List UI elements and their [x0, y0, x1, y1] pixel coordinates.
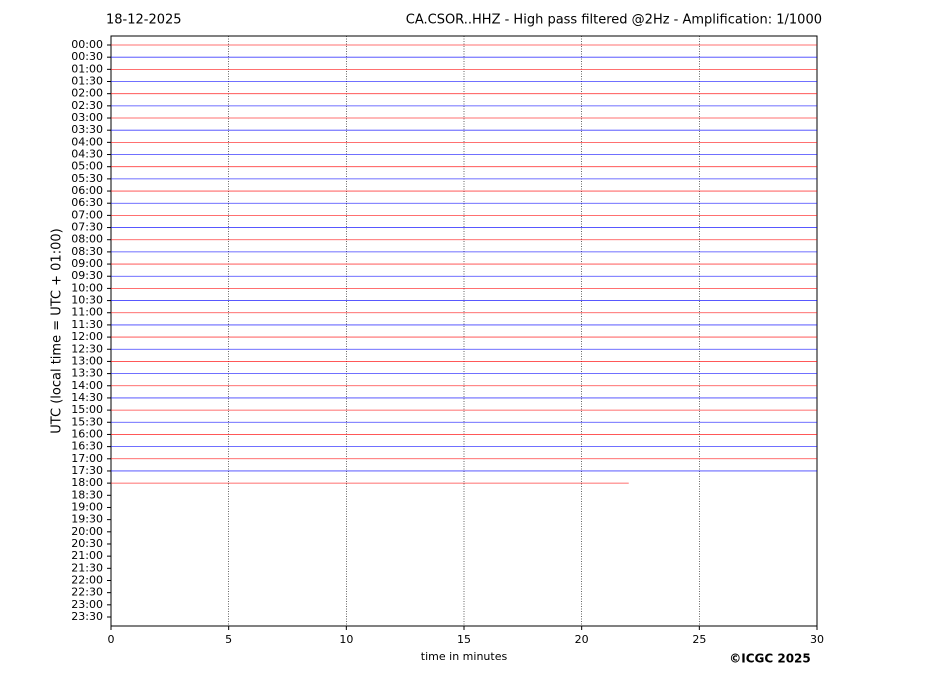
y-tick-label: 12:30: [71, 342, 103, 355]
y-tick-label: 08:00: [71, 233, 103, 246]
y-tick-label: 07:00: [71, 208, 103, 221]
y-tick-label: 05:30: [71, 172, 103, 185]
y-tick-label: 14:30: [71, 391, 103, 404]
y-tick-label: 19:00: [71, 500, 103, 513]
y-tick-label: 03:00: [71, 111, 103, 124]
y-tick-label: 20:30: [71, 537, 103, 550]
y-tick-label: 10:00: [71, 281, 103, 294]
y-tick-label: 15:00: [71, 403, 103, 416]
y-tick-label: 13:30: [71, 367, 103, 380]
x-tick-label: 10: [339, 633, 353, 646]
y-tick-label: 02:00: [71, 87, 103, 100]
y-tick-label: 05:00: [71, 160, 103, 173]
y-tick-label: 09:30: [71, 269, 103, 282]
y-tick-label: 15:30: [71, 415, 103, 428]
y-tick-label: 14:00: [71, 379, 103, 392]
x-tick-label: 15: [457, 633, 471, 646]
x-tick-label: 0: [108, 633, 115, 646]
y-tick-label: 06:00: [71, 184, 103, 197]
y-tick-label: 16:00: [71, 427, 103, 440]
y-tick-label: 07:30: [71, 221, 103, 234]
y-tick-label: 22:00: [71, 573, 103, 586]
y-tick-label: 21:00: [71, 549, 103, 562]
y-tick-label: 10:30: [71, 294, 103, 307]
y-tick-label: 17:30: [71, 464, 103, 477]
y-tick-label: 12:00: [71, 330, 103, 343]
y-tick-label: 06:30: [71, 196, 103, 209]
y-tick-label: 23:00: [71, 598, 103, 611]
y-tick-label: 01:00: [71, 62, 103, 75]
y-tick-label: 17:00: [71, 452, 103, 465]
y-tick-label: 19:30: [71, 513, 103, 526]
y-tick-label: 03:30: [71, 123, 103, 136]
chart-title: CA.CSOR..HHZ - High pass filtered @2Hz -…: [406, 13, 822, 28]
y-tick-label: 20:00: [71, 525, 103, 538]
x-axis-label: time in minutes: [421, 650, 508, 663]
y-tick-label: 11:30: [71, 318, 103, 331]
footer: ©ICGC 2025: [729, 652, 811, 666]
y-tick-label: 00:00: [71, 38, 103, 51]
x-tick-label: 5: [225, 633, 232, 646]
y-tick-label: 13:00: [71, 354, 103, 367]
y-tick-label: 11:00: [71, 306, 103, 319]
y-tick-label: 16:30: [71, 440, 103, 453]
x-tick-label: 30: [810, 633, 824, 646]
y-tick-label: 22:30: [71, 586, 103, 599]
y-tick-label: 09:00: [71, 257, 103, 270]
y-tick-label: 08:30: [71, 245, 103, 258]
y-tick-label: 04:30: [71, 148, 103, 161]
y-tick-label: 02:30: [71, 99, 103, 112]
y-tick-label: 18:30: [71, 488, 103, 501]
y-axis-label: UTC (local time = UTC + 01:00): [50, 228, 65, 433]
x-tick-label: 20: [575, 633, 589, 646]
y-tick-label: 04:00: [71, 135, 103, 148]
y-tick-label: 21:30: [71, 561, 103, 574]
y-tick-label: 23:30: [71, 610, 103, 623]
y-tick-label: 01:30: [71, 75, 103, 88]
y-tick-label: 18:00: [71, 476, 103, 489]
date-title: 18-12-2025: [106, 13, 182, 28]
x-tick-label: 25: [692, 633, 706, 646]
y-tick-label: 00:30: [71, 50, 103, 63]
